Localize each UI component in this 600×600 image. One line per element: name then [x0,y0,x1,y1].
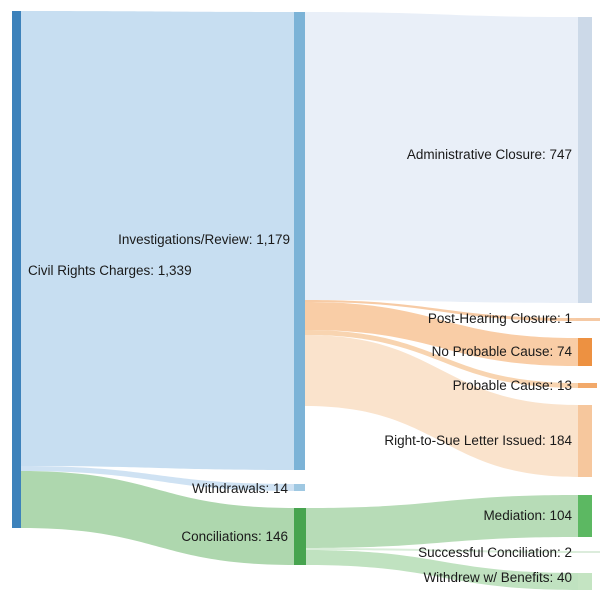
node-successful_conciliation [576,551,600,553]
node-withdrew_benefits [578,573,592,590]
flow-investigations_review-to-probable_cause [305,330,578,388]
node-civil_rights_charges [12,11,21,528]
node-conciliations [294,508,306,565]
node-administrative_closure [578,17,592,303]
flow-civil_rights_charges-to-conciliations [21,471,294,565]
flow-conciliations-to-withdrew_benefits [306,550,578,590]
label-probable-cause: Probable Cause: 13 [452,378,572,393]
label-right-to-sue: Right-to-Sue Letter Issued: 184 [384,433,572,448]
label-no-probable-cause: No Probable Cause: 74 [431,344,572,359]
flow-conciliations-to-successful_conciliation [306,548,576,553]
label-investigations-review: Investigations/Review: 1,179 [118,232,290,247]
label-conciliations: Conciliations: 146 [181,529,288,544]
flow-investigations_review-to-post_hearing_closure [305,300,576,321]
flow-civil_rights_charges-to-withdrawals [21,466,294,491]
flow-investigations_review-to-no_probable_cause [305,302,578,366]
node-right_to_sue [578,405,592,477]
label-withdrew-benefits: Withdrew w/ Benefits: 40 [423,570,572,585]
node-post_hearing_closure [576,318,600,321]
flow-investigations_review-to-administrative_closure [305,12,578,303]
label-mediation: Mediation: 104 [483,508,572,523]
label-successful-conciliation: Successful Conciliation: 2 [418,545,572,560]
label-administrative-closure: Administrative Closure: 747 [406,147,572,162]
label-post-hearing-closure: Post-Hearing Closure: 1 [427,311,572,326]
node-probable_cause [578,383,597,388]
node-no_probable_cause [578,338,592,366]
flow-civil_rights_charges-to-investigations_review [21,11,294,470]
label-civil-rights-charges: Civil Rights Charges: 1,339 [28,263,192,278]
label-withdrawals: Withdrawals: 14 [191,481,288,496]
flow-investigations_review-to-right_to_sue [305,335,578,477]
node-withdrawals [294,484,305,491]
node-investigations_review [294,12,305,470]
node-mediation [578,495,592,537]
flow-conciliations-to-mediation [306,495,578,548]
